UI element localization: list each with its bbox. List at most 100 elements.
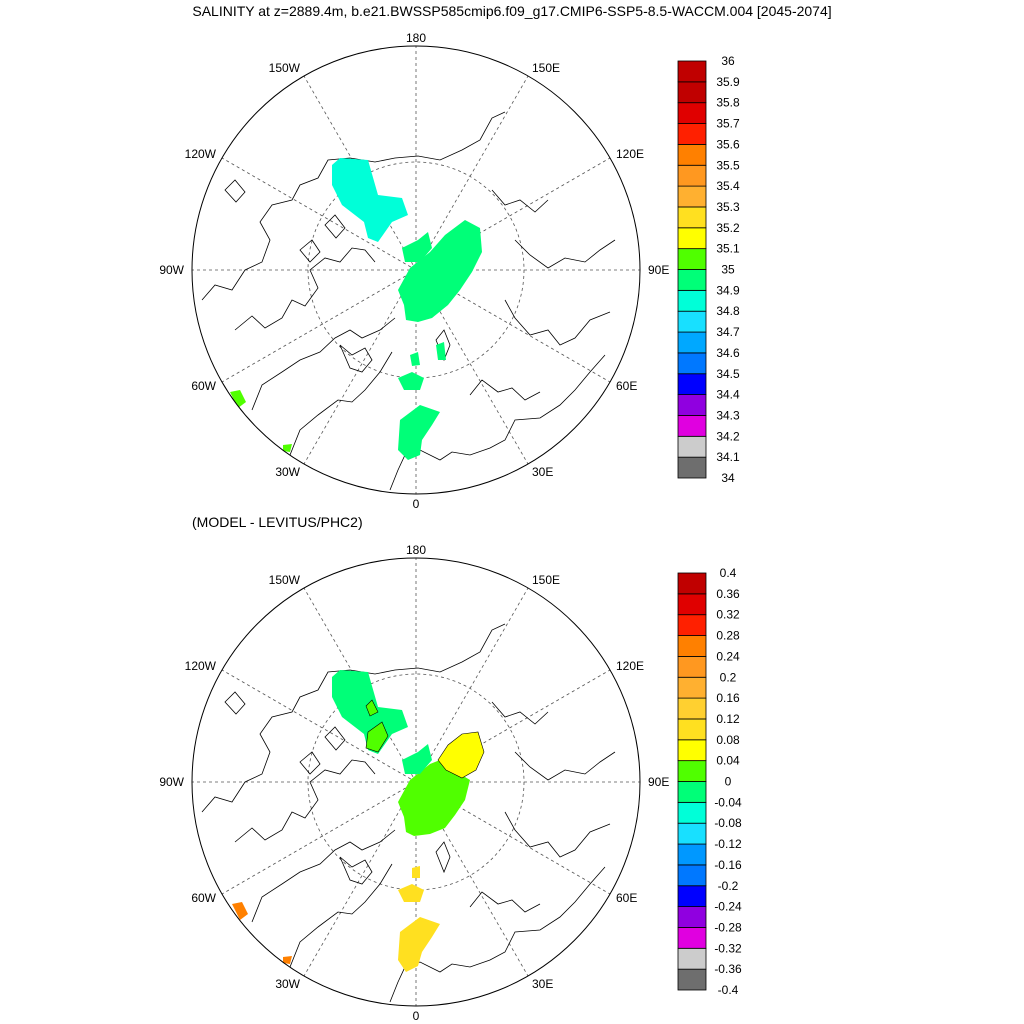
top-lon-label-0: 0 [413,497,420,511]
diff-colorbar-box [677,572,707,595]
diff-field-central-b [402,744,432,774]
diff-colorbar-box [677,843,707,866]
top-field-fram [398,372,424,390]
diff-colorbar-box [677,927,707,949]
bottom-lon-label-60e: 60E [616,891,637,905]
diff-colorbar-box [677,885,707,908]
top-colorbar-box [677,289,707,312]
diff-colorbar-label: -0.4 [718,983,739,997]
top-colorbar-label: 34.3 [716,408,740,422]
diff-colorbar-box [677,760,707,782]
diff-colorbar-label: -0.12 [714,837,742,851]
diff-colorbar-box [677,656,707,678]
top-colorbar-label: 34.1 [716,450,740,464]
diff-colorbar-label: 0.32 [716,608,740,622]
diff-field-small-1 [412,866,420,878]
top-colorbar-label: 35 [721,263,735,277]
diff-colorbar-box [677,593,707,616]
diff-colorbar-label: 0.16 [716,691,740,705]
bottom-lon-label-0: 0 [413,1009,420,1023]
top-colorbar-label: 35.5 [716,158,740,172]
diff-field-fram [398,884,424,902]
bottom-lon-label-90e: 90E [648,775,669,789]
top-colorbar-label: 35.6 [716,137,740,151]
top-colorbar-label: 34.8 [716,304,740,318]
diff-field-canada-basin-positive [365,721,389,753]
top-colorbar-box [677,248,707,270]
diff-field-labrador [232,902,248,920]
top-lon-label-90e: 90E [648,263,669,277]
diff-colorbar-box [677,739,707,762]
diff-colorbar-box [677,801,707,824]
bottom-map-boundary [191,557,641,1007]
diff-field-labrador-b [283,956,292,964]
diff-field-greenland-sea [398,917,440,972]
top-colorbar-box [677,206,707,229]
diff-colorbar-box [677,968,707,991]
top-lon-label-120w: 120W [185,147,217,161]
top-colorbar-label: 34.5 [716,367,740,381]
diff-colorbar-label: -0.36 [714,962,742,976]
diff-colorbar-label: 0.28 [716,629,740,643]
top-colorbar-label: 35.8 [716,96,740,110]
diff-colorbar-box [677,697,707,720]
diff-colorbar-label: -0.08 [714,816,742,830]
diff-colorbar-box [677,906,707,928]
top-colorbar-label: 34.4 [716,388,740,402]
top-colorbar-box [677,331,707,354]
top-field-labrador-b [283,444,292,452]
top-colorbar-box [677,227,707,250]
diff-colorbar-box [677,864,707,887]
top-colorbar-box [677,352,707,375]
diff-colorbar-label: 0.2 [720,670,737,684]
diff-colorbar-label: -0.2 [718,879,739,893]
bottom-coastlines [201,623,616,1003]
diff-colorbar-box [677,614,707,636]
diff-colorbar-box [677,635,707,657]
bottom-lon-label-30w: 30W [275,977,300,991]
top-polar-map: 180 0 90W 90E 150W 120W 60W 30W 150E 120… [159,31,669,511]
top-colorbar-box [677,102,707,124]
top-field-labrador [230,390,246,408]
top-field-greenland-sea [398,405,440,460]
top-lon-label-30w: 30W [275,465,300,479]
top-lon-label-180: 180 [406,31,426,45]
top-field-small-2 [436,342,446,360]
top-lon-label-150w: 150W [269,61,301,75]
bottom-lon-label-180: 180 [406,543,426,557]
top-colorbar-label: 34.6 [716,346,740,360]
top-colorbar-box [677,415,707,437]
top-field-small-1 [410,352,420,366]
diff-colorbar-box [677,781,707,803]
top-colorbar-box [677,123,707,145]
difference-panel-title: (MODEL - LEVITUS/PHC2) [192,514,363,530]
bottom-lon-label-90w: 90W [159,775,184,789]
top-colorbar-box [677,164,707,187]
top-field-central-b [402,232,432,262]
top-colorbar-box [677,394,707,416]
top-colorbar-box [677,373,707,396]
top-field-canada-basin [332,158,408,242]
bottom-lon-label-30e: 30E [532,977,553,991]
top-colorbar-box [677,185,707,208]
diff-colorbar-box [677,822,707,845]
top-colorbar-box [677,456,707,479]
top-lon-label-90w: 90W [159,263,184,277]
top-colorbar-box [677,60,707,83]
top-lon-label-60w: 60W [191,379,216,393]
top-colorbar-label: 34.7 [716,325,740,339]
bottom-lon-label-150w: 150W [269,573,301,587]
diff-colorbar-box [677,676,707,699]
top-lon-label-150e: 150E [532,61,560,75]
top-colorbar-box [677,81,707,104]
main-title: SALINITY at z=2889.4m, b.e21.BWSSP585cmi… [192,3,832,19]
top-colorbar-label: 35.7 [716,117,740,131]
diff-colorbar-box [677,947,707,970]
top-colorbar-label: 35.4 [716,179,740,193]
top-colorbar-label: 35.3 [716,200,740,214]
top-colorbar-label: 34 [721,471,735,485]
diff-field-central-yellow [437,731,485,779]
bottom-lon-label-120e: 120E [616,659,644,673]
top-lon-label-60e: 60E [616,379,637,393]
